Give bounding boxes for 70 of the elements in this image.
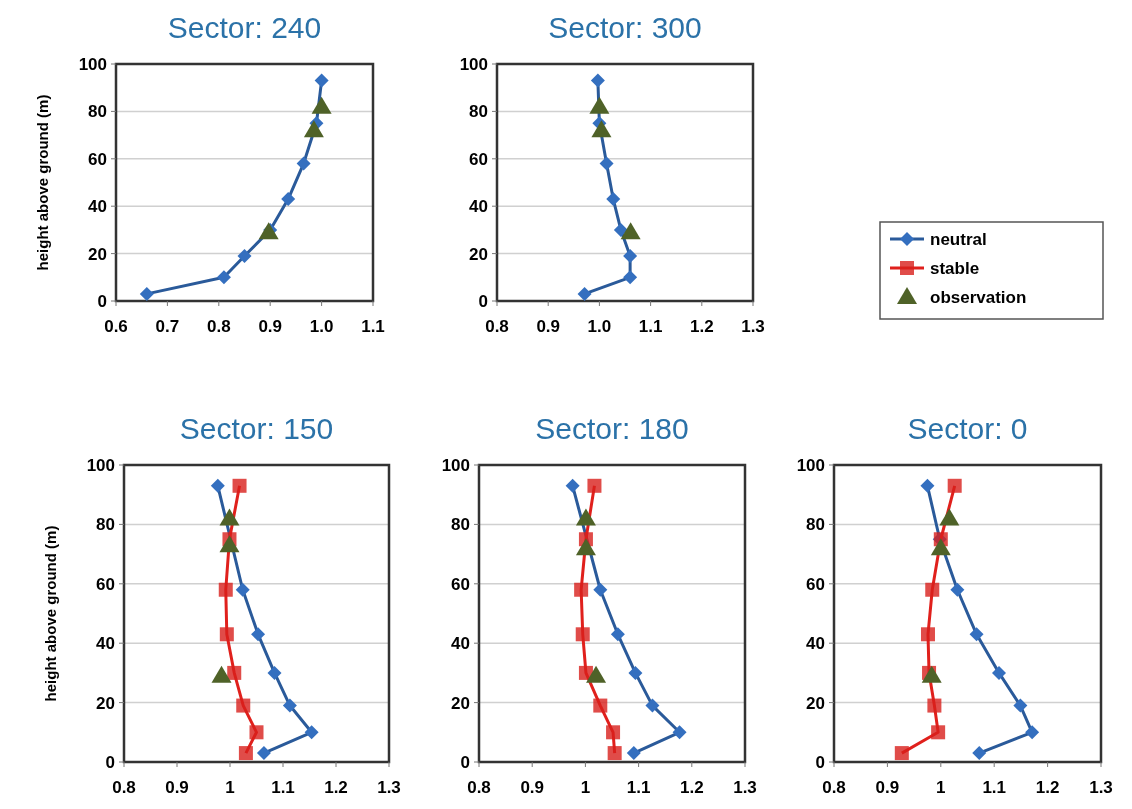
- x-tick-label: 1: [580, 778, 591, 797]
- x-tick-label: 1.0: [587, 317, 612, 336]
- y-tick-label: 100: [78, 55, 107, 74]
- y-tick-label: 0: [478, 292, 488, 311]
- y-axis-title: height above ground (m): [34, 94, 51, 271]
- y-tick-label: 100: [441, 456, 470, 475]
- y-tick-label: 40: [88, 197, 107, 217]
- x-tick-label: 1.1: [361, 317, 385, 336]
- x-tick-label: 1.0: [309, 317, 334, 336]
- x-tick-label: 1: [225, 778, 235, 797]
- x-tick-label: 0.8: [206, 317, 231, 336]
- x-tick-label: 0.8: [467, 778, 491, 797]
- y-tick-label: 100: [796, 456, 825, 475]
- x-tick-label: 0.8: [485, 317, 509, 336]
- chart-title: Sector: 150: [179, 412, 334, 445]
- x-tick-label: 1.3: [1089, 778, 1113, 797]
- y-tick-label: 40: [469, 197, 488, 217]
- y-tick-label: 0: [815, 753, 825, 772]
- y-tick-label: 20: [469, 244, 488, 264]
- x-tick-label: 0.9: [875, 778, 900, 797]
- y-tick-label: 60: [469, 149, 488, 169]
- x-tick-label: 0.7: [155, 317, 180, 336]
- y-tick-label: 100: [86, 456, 115, 475]
- y-tick-label: 80: [451, 515, 470, 535]
- y-tick-label: 60: [88, 149, 107, 169]
- chart-title: Sector: 240: [167, 11, 322, 44]
- y-tick-label: 80: [469, 102, 488, 122]
- x-tick-label: 1.2: [1035, 778, 1060, 797]
- y-tick-label: 60: [806, 574, 825, 594]
- y-tick-label: 40: [96, 634, 115, 654]
- x-tick-label: 1.3: [741, 317, 765, 336]
- x-tick-label: 1.2: [679, 778, 704, 797]
- x-tick-label: 1.1: [638, 317, 663, 336]
- y-tick-label: 60: [451, 574, 470, 594]
- x-tick-label: 0.9: [165, 778, 189, 797]
- y-tick-label: 80: [806, 515, 825, 535]
- chart-title: Sector: 180: [535, 412, 689, 445]
- x-tick-label: 0.9: [258, 317, 283, 336]
- x-tick-label: 0.9: [520, 778, 545, 797]
- y-tick-label: 0: [460, 753, 470, 772]
- x-tick-label: 0.8: [112, 778, 136, 797]
- y-tick-label: 0: [105, 753, 115, 772]
- y-tick-label: 20: [96, 693, 115, 713]
- y-tick-label: 100: [459, 55, 488, 74]
- y-tick-label: 20: [806, 693, 825, 713]
- x-tick-label: 0.6: [104, 317, 128, 336]
- y-tick-label: 20: [88, 244, 107, 264]
- y-tick-label: 0: [97, 292, 107, 311]
- legend-label: stable: [930, 259, 980, 278]
- y-tick-label: 20: [451, 693, 470, 713]
- x-tick-label: 0.8: [822, 778, 846, 797]
- x-tick-label: 0.9: [536, 317, 561, 336]
- x-tick-label: 1.3: [377, 778, 401, 797]
- y-tick-label: 40: [451, 634, 470, 654]
- x-tick-label: 1.2: [324, 778, 348, 797]
- legend-label: neutral: [930, 230, 987, 249]
- chart-title: Sector: 0: [907, 412, 1028, 445]
- y-tick-label: 40: [806, 634, 825, 654]
- x-tick-label: 1.3: [733, 778, 757, 797]
- legend-label: observation: [930, 288, 1027, 307]
- y-tick-label: 80: [96, 515, 115, 535]
- y-axis-title: height above ground (m): [42, 525, 59, 702]
- y-tick-label: 60: [96, 574, 115, 594]
- x-tick-label: 1.2: [689, 317, 714, 336]
- y-tick-label: 80: [88, 102, 107, 122]
- chart-title: Sector: 300: [548, 11, 702, 44]
- x-tick-label: 1.1: [982, 778, 1007, 797]
- x-tick-label: 1: [936, 778, 946, 797]
- x-tick-label: 1.1: [626, 778, 651, 797]
- x-tick-label: 1.1: [271, 778, 295, 797]
